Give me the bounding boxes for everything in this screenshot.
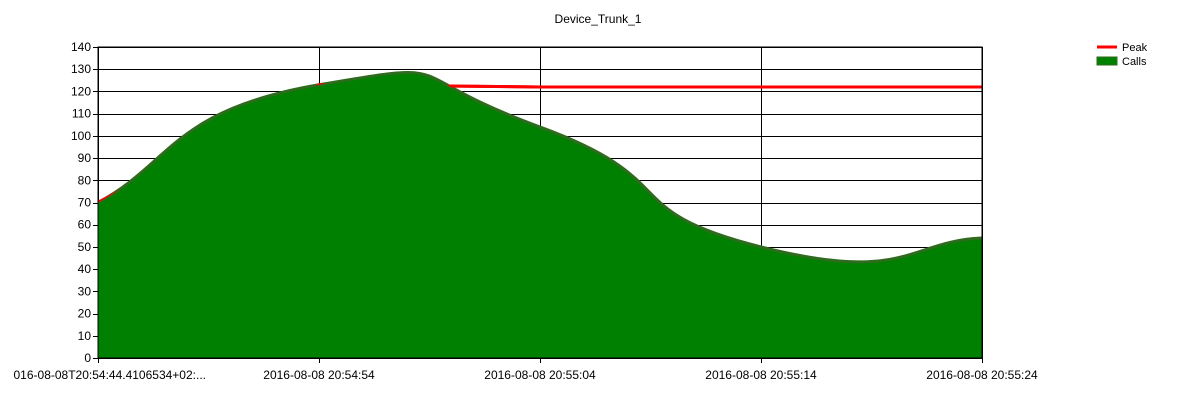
y-tick-label: 40 [78,262,92,276]
y-tick-label: 120 [71,84,91,98]
y-tick-label: 10 [78,329,92,343]
y-tick-label: 0 [84,351,91,365]
series-area-calls [98,72,982,358]
y-tick-label: 20 [78,307,92,321]
chart-title: Device_Trunk_1 [555,12,642,26]
y-tick-label: 30 [78,284,92,298]
x-tick-label: 016-08-08T20:54:44.4106534+02:... [14,368,207,382]
y-tick-label: 130 [71,62,91,76]
y-tick-label: 60 [78,218,92,232]
y-axis: 0 10 20 30 40 50 60 70 80 90 100 110 120 130 140 [71,40,98,365]
legend-label-peak: Peak [1122,42,1148,54]
x-tick-label: 2016-08-08 20:55:24 [926,368,1038,382]
y-tick-label: 80 [78,173,92,187]
x-tick-label: 2016-08-08 20:55:14 [705,368,817,382]
y-tick-label: 110 [72,107,91,121]
y-tick-label: 70 [78,196,92,210]
y-tick-label: 100 [71,129,91,143]
y-tick-label: 140 [71,40,91,54]
legend-label-calls: Calls [1122,56,1147,68]
legend: Peak Calls [1096,42,1148,68]
x-tick-label: 2016-08-08 20:54:54 [263,368,375,382]
y-tick-label: 90 [78,151,92,165]
legend-swatch-calls [1096,56,1118,66]
x-tick-label: 2016-08-08 20:55:04 [484,368,596,382]
x-axis: 016-08-08T20:54:44.4106534+02:... 2016-08… [14,358,1038,382]
y-tick-label: 50 [78,240,92,254]
series-area-edge-calls [97,71,983,264]
